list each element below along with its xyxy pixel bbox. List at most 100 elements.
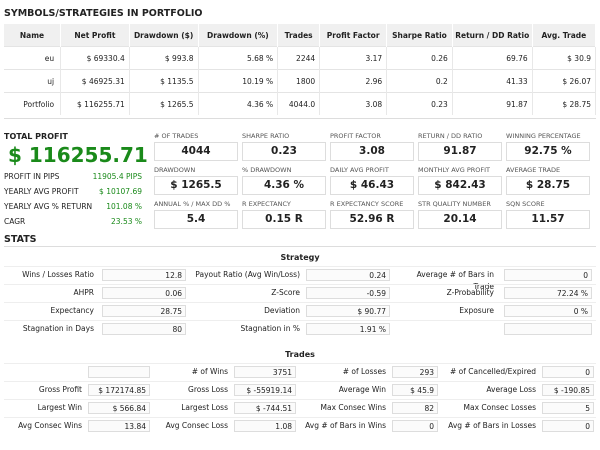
stat-value: $ -55919.14	[234, 384, 296, 396]
summary-item: YEARLY AVG PROFIT $ 10107.69	[4, 187, 142, 196]
stat-value: 0	[504, 269, 592, 281]
col-header[interactable]: Drawdown (%)	[198, 24, 279, 47]
stat-label: Z-Score	[271, 288, 300, 297]
metric-label: SQN SCORE	[506, 200, 545, 208]
stat-value	[504, 323, 592, 335]
strategy-row: AHPR 0.06 Z-Score -0.59 Z-Probability 72…	[4, 284, 596, 302]
table-cell: 2.96	[319, 69, 388, 93]
table-cell: 10.19 %	[198, 69, 279, 93]
stat-label: Gross Profit	[38, 385, 82, 394]
summary-item-value: 101.08 %	[106, 202, 142, 211]
table-cell: $ 116255.71	[60, 92, 130, 115]
metric-card-pct-drawdown: % DRAWDOWN 4.36 %	[242, 166, 326, 195]
table-cell: $ 26.07	[532, 69, 597, 93]
col-header[interactable]: Drawdown ($)	[129, 24, 199, 47]
symbol-cell: Portfolio	[4, 92, 62, 115]
table-cell: 3.08	[319, 92, 388, 115]
stat-value: 12.8	[102, 269, 186, 281]
metric-card-drawdown: DRAWDOWN $ 1265.5	[154, 166, 238, 195]
col-header[interactable]: Trades	[277, 24, 321, 47]
metric-value: 11.57	[506, 210, 590, 229]
col-header[interactable]: Name	[4, 24, 62, 47]
metric-card-profit-factor: PROFIT FACTOR 3.08	[330, 132, 414, 161]
stat-label: Exposure	[459, 306, 494, 315]
stat-value: 5	[542, 402, 594, 414]
table-cell: 2244	[277, 46, 321, 70]
metric-card-annual-maxdd: ANNUAL % / MAX DD % 5.4	[154, 200, 238, 229]
metric-label: DRAWDOWN	[154, 166, 196, 174]
stat-label: AHPR	[73, 288, 94, 297]
metric-label: R EXPECTANCY	[242, 200, 291, 208]
total-profit-value: $ 116255.71	[8, 143, 148, 167]
metric-card-trades: # OF TRADES 4044	[154, 132, 238, 161]
table-cell: $ 69330.4	[60, 46, 130, 70]
stat-value: 0.06	[102, 287, 186, 299]
col-header[interactable]: Profit Factor	[319, 24, 388, 47]
stat-label: Expectancy	[50, 306, 94, 315]
stat-value: $ 566.84	[88, 402, 150, 414]
metric-label: % DRAWDOWN	[242, 166, 292, 174]
table-cell: $ 28.75	[532, 92, 597, 115]
table-cell: $ 30.9	[532, 46, 597, 70]
strategy-title: Strategy	[280, 253, 320, 262]
metric-value: 20.14	[418, 210, 502, 229]
total-profit-label: TOTAL PROFIT	[4, 132, 68, 141]
metric-label: AVERAGE TRADE	[506, 166, 561, 174]
summary-item-value: 11905.4 PIPS	[92, 172, 142, 181]
stat-value: 0.24	[306, 269, 390, 281]
stat-value: $ -190.85	[542, 384, 594, 396]
symbol-cell: eu	[4, 46, 62, 70]
portfolio-table: Name Net Profit Drawdown ($) Drawdown (%…	[4, 24, 597, 115]
stat-label: Largest Win	[37, 403, 82, 412]
col-header[interactable]: Return / DD Ratio	[452, 24, 533, 47]
stat-value: $ 90.77	[306, 305, 390, 317]
stat-label: Max Consec Wins	[320, 403, 387, 412]
table-cell: $ 993.8	[129, 46, 199, 70]
stat-label	[394, 323, 494, 335]
stat-label: Max Consec Losses	[463, 403, 536, 412]
divider	[4, 246, 596, 247]
metric-card-r-expectancy: R EXPECTANCY 0.15 R	[242, 200, 326, 229]
metric-value: 92.75 %	[506, 142, 590, 161]
stat-label: # of Cancelled/Expired	[450, 367, 536, 376]
metric-value: 91.87	[418, 142, 502, 161]
stat-label: Average Loss	[486, 385, 536, 394]
table-cell: 4044.0	[277, 92, 321, 115]
metric-value: $ 842.43	[418, 176, 502, 195]
stat-label: # of Wins	[191, 367, 228, 376]
metric-value: $ 28.75	[506, 176, 590, 195]
stat-value: 80	[102, 323, 186, 335]
metric-value: $ 1265.5	[154, 176, 238, 195]
metric-value: 5.4	[154, 210, 238, 229]
stat-label: # of Losses	[342, 367, 386, 376]
summary-item-value: 23.53 %	[111, 217, 142, 226]
col-header[interactable]: Net Profit	[60, 24, 130, 47]
stat-label: Average Win	[338, 385, 386, 394]
stat-value: $ -744.51	[234, 402, 296, 414]
col-header[interactable]: Sharpe Ratio	[386, 24, 453, 47]
metric-value: 3.08	[330, 142, 414, 161]
stat-value: 0	[542, 366, 594, 378]
table-cell: 0.23	[386, 92, 453, 115]
table-cell: 0.26	[386, 46, 453, 70]
summary-item: YEARLY AVG % RETURN 101.08 %	[4, 202, 142, 211]
metric-label: MONTHLY AVG PROFIT	[418, 166, 490, 174]
metric-card-win-pct: WINNING PERCENTAGE 92.75 %	[506, 132, 590, 161]
metric-label: R EXPECTANCY SCORE	[330, 200, 404, 208]
metric-value: 4.36 %	[242, 176, 326, 195]
col-header[interactable]: Avg. Trade	[532, 24, 597, 47]
trades-row: Avg Consec Wins 13.84 Avg Consec Loss 1.…	[4, 417, 596, 435]
table-cell: 5.68 %	[198, 46, 279, 70]
stats-title: STATS	[4, 234, 37, 245]
metric-value: $ 46.43	[330, 176, 414, 195]
stat-value: 1.08	[234, 420, 296, 432]
stat-label: Wins / Losses Ratio	[22, 270, 94, 279]
stat-value: 82	[392, 402, 438, 414]
table-cell: 1800	[277, 69, 321, 93]
metric-card-sharpe: SHARPE RATIO 0.23	[242, 132, 326, 161]
table-cell: $ 1135.5	[129, 69, 199, 93]
table-row: uj $ 46925.31 $ 1135.5 10.19 % 1800 2.96…	[4, 69, 597, 93]
portfolio-total-row: Portfolio $ 116255.71 $ 1265.5 4.36 % 40…	[4, 92, 597, 115]
summary-item-label: CAGR	[4, 217, 26, 226]
stat-label: Largest Loss	[181, 403, 228, 412]
